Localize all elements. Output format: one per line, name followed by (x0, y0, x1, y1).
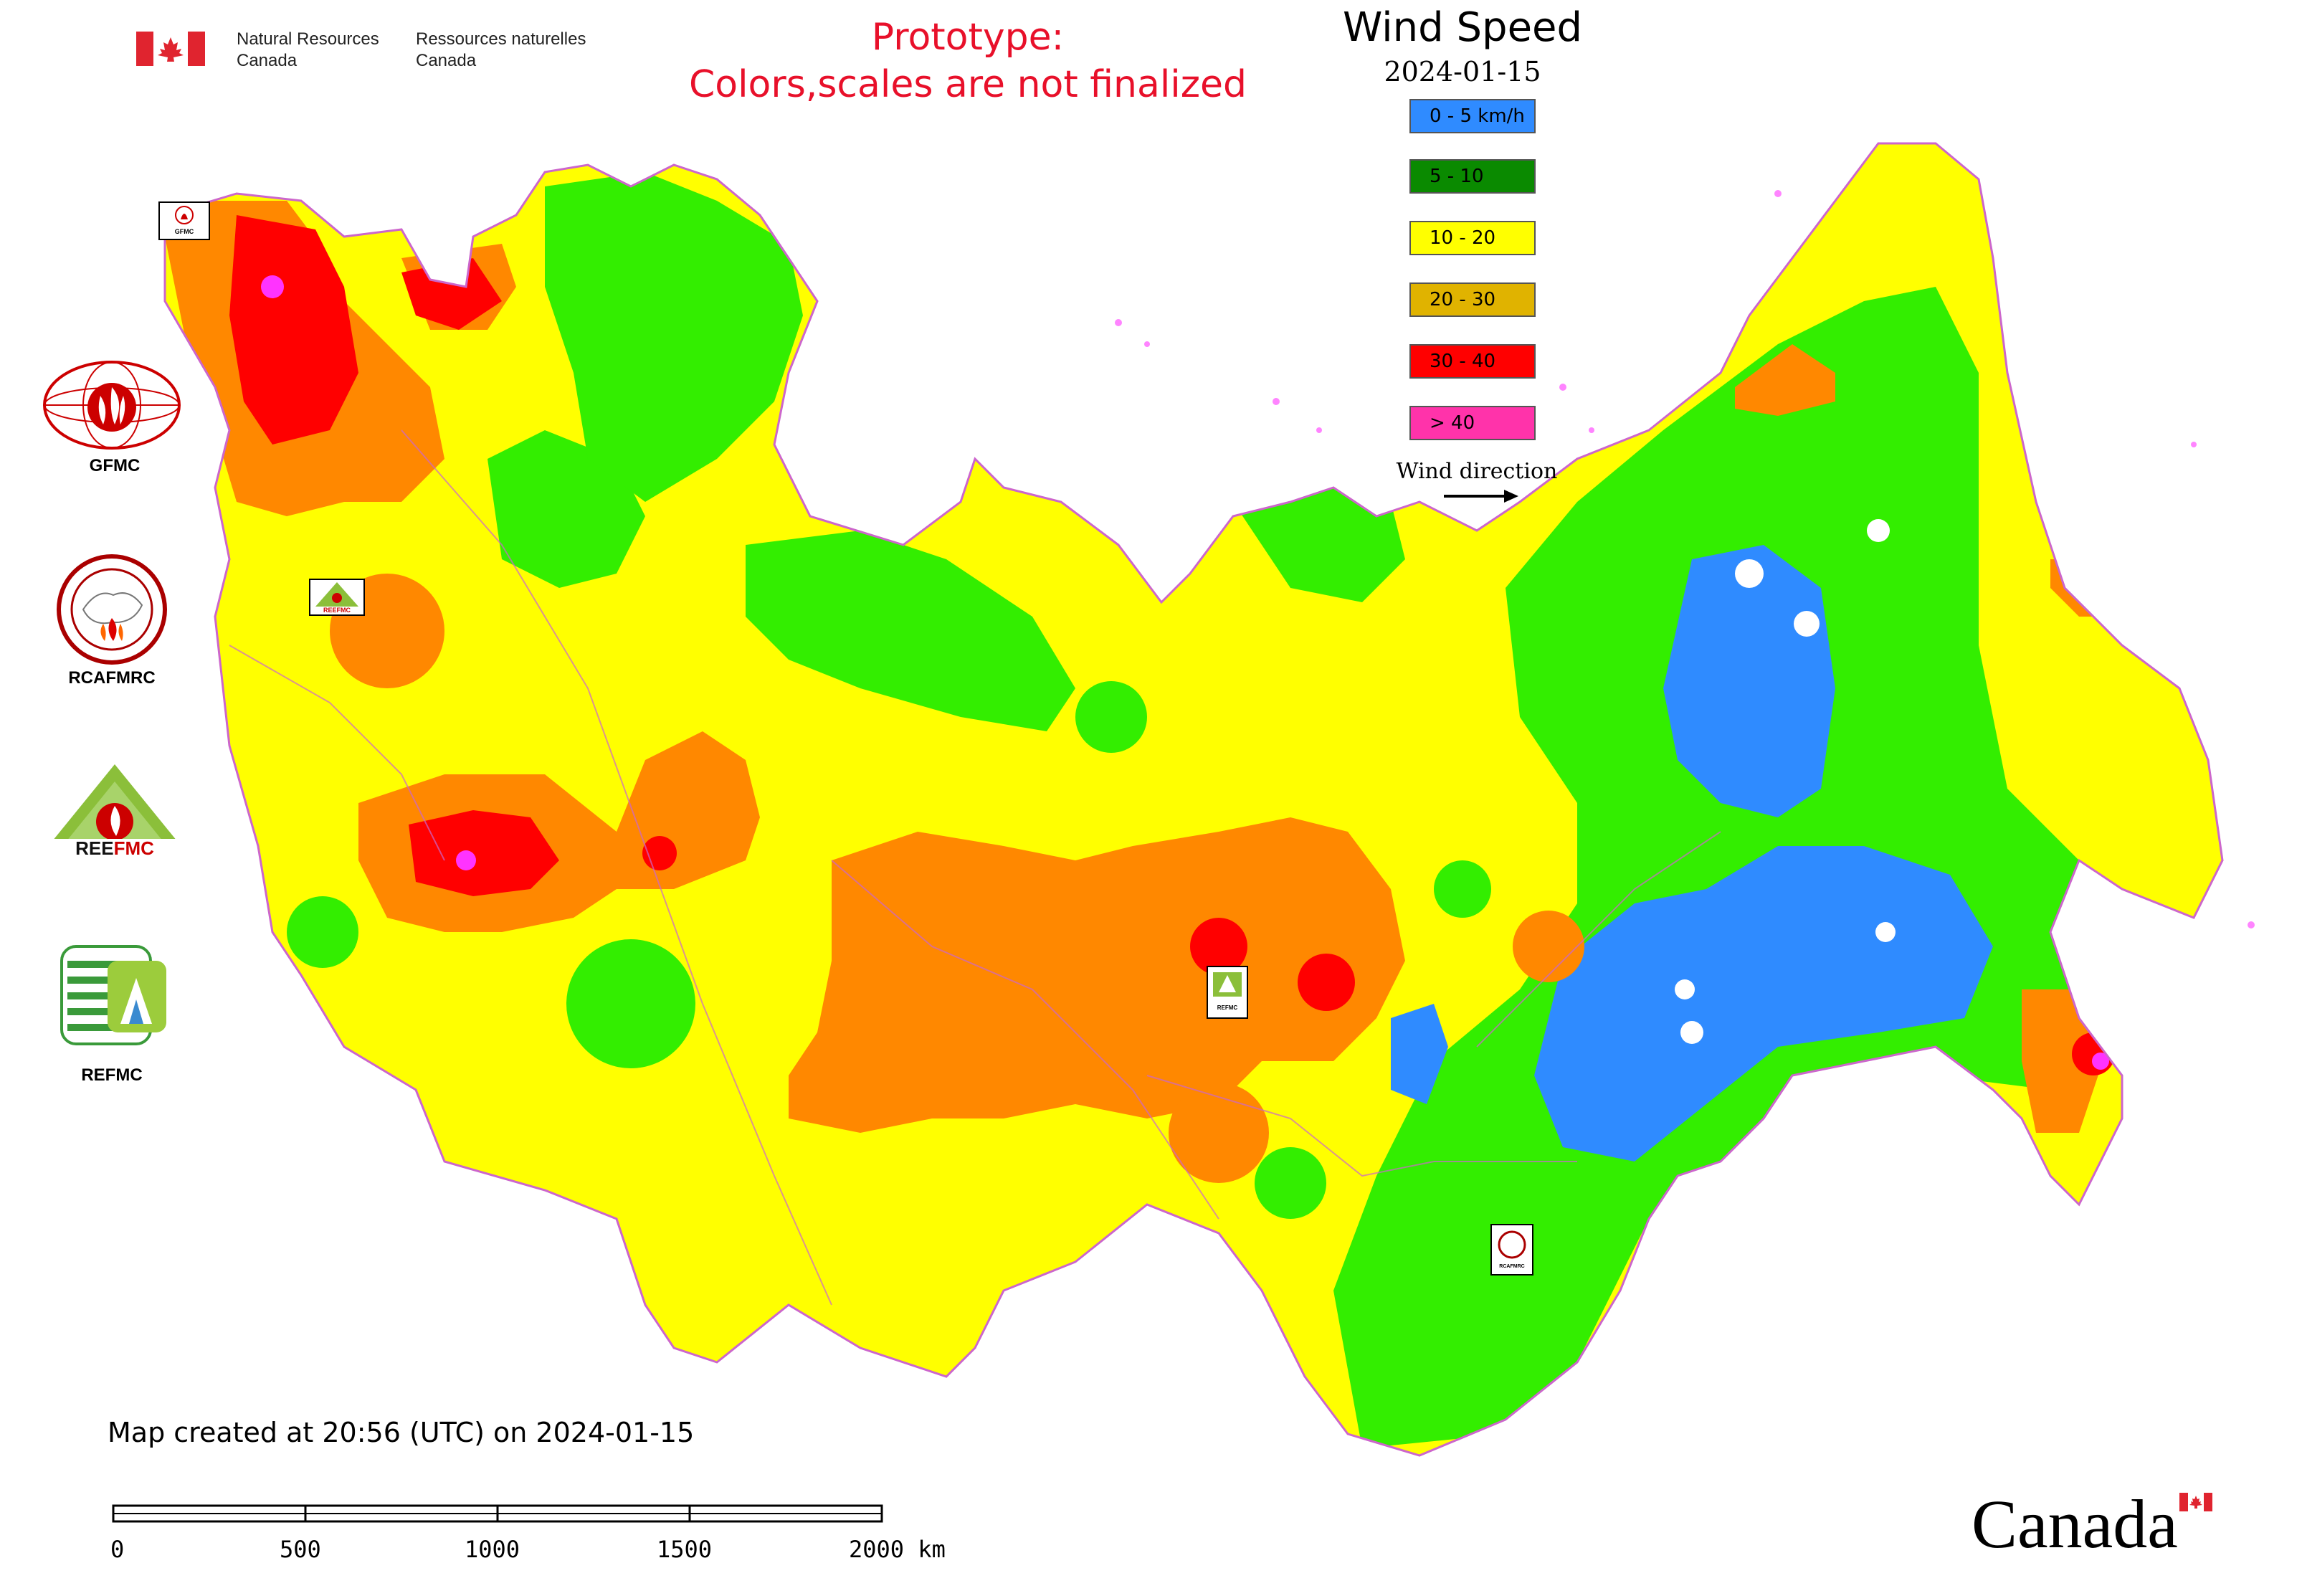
legend-item-label: 20 - 30 (1430, 289, 1496, 310)
scale-tick-1500: 1500 (657, 1536, 712, 1563)
light-wind-spot (1434, 860, 1491, 918)
gale-wind-spot (456, 850, 476, 870)
legend-item-0-5: 0 - 5 km/h (1409, 99, 1536, 133)
rcafmrc-caption: RCAFMRC (68, 668, 156, 688)
reefmc-logo-icon: REEFMC (40, 764, 189, 859)
strong-wind-spot (1298, 954, 1355, 1011)
legend-date: 2024-01-15 (1384, 56, 1541, 87)
light-wind-spot (1255, 1147, 1326, 1219)
map-marker-refmc[interactable]: REFMC (1207, 966, 1248, 1019)
canada-wordmark: Canada (1972, 1486, 2178, 1562)
fresh-wind-zone-central (789, 817, 1405, 1133)
calm-core (1735, 559, 1764, 588)
calm-wind-zone-east-2 (1534, 846, 1993, 1162)
calm-wind-zone-east-1 (1663, 545, 1835, 817)
strong-wind-zone-nw (229, 215, 358, 445)
map-marker-reefmc[interactable]: REEFMC (309, 579, 365, 616)
legend-item-20-30: 20 - 30 (1409, 282, 1536, 317)
light-wind-zone-north-2 (545, 172, 803, 502)
map-marker-rcafmrc[interactable]: RCAFMRC (1490, 1224, 1533, 1276)
gale-wind-spot (261, 275, 284, 298)
gfmc-caption: GFMC (89, 456, 141, 475)
gov-name-en-line2: Canada (237, 51, 298, 70)
calm-core (1875, 922, 1896, 942)
prototype-notice-line2: Colors,scales are not finalized (688, 63, 1247, 106)
map-marker-gfmc-label: GFMC (175, 228, 194, 235)
legend-item-label: 10 - 20 (1430, 227, 1496, 249)
light-wind-spot (566, 939, 695, 1068)
gov-name-fr-line1: Ressources naturelles (416, 29, 586, 49)
legend-item-30-40: 30 - 40 (1409, 344, 1536, 379)
internal-boundaries (229, 429, 1721, 1306)
legend-item-10-20: 10 - 20 (1409, 221, 1536, 255)
fresh-wind-zone-ne (1735, 344, 1835, 416)
legend-item-label: 0 - 5 km/h (1430, 105, 1525, 127)
strong-wind-spot (1190, 918, 1247, 975)
canada-flag-icon (136, 32, 205, 66)
map-marker-gfmc[interactable]: GFMC (158, 201, 210, 240)
refmc-logo-icon (60, 945, 166, 1045)
fresh-wind-spot (1513, 911, 1584, 982)
legend-item-label: 30 - 40 (1430, 351, 1496, 372)
scale-tick-1000: 1000 (465, 1536, 520, 1563)
calm-core (1675, 979, 1695, 999)
light-wind-zone-east (1333, 287, 2093, 1448)
arctic-islands (1115, 190, 2255, 928)
gfmc-logo-icon (43, 361, 181, 450)
wind-direction-label: Wind direction (1396, 459, 1558, 484)
prototype-notice-line1: Prototype: (871, 16, 1065, 59)
strong-wind-zone-nw-2 (401, 258, 502, 330)
gale-wind-spot (2092, 1053, 2109, 1070)
legend-item-label: > 40 (1430, 412, 1475, 434)
legend-item-label: 5 - 10 (1430, 166, 1484, 187)
calm-core (1867, 519, 1890, 542)
scale-bar: 0 500 1000 1500 2000 km (110, 1504, 946, 1563)
svg-text:REEFMC: REEFMC (75, 837, 154, 859)
light-wind-spot (287, 896, 358, 968)
legend-item-gt-40: > 40 (1409, 406, 1536, 440)
scale-tick-2000: 2000 km (849, 1536, 946, 1563)
map-marker-rcafmrc-label: RCAFMRC (1499, 1264, 1524, 1269)
light-wind-spot (1075, 681, 1147, 753)
legend-item-5-10: 5 - 10 (1409, 159, 1536, 194)
map-created-timestamp: Map created at 20:56 (UTC) on 2024-01-15 (108, 1417, 695, 1448)
rcafmrc-logo-icon (57, 554, 167, 665)
country-outline (163, 142, 2224, 1457)
gov-name-en: Natural Resources Canada (237, 29, 379, 72)
gov-name-en-line1: Natural Resources (237, 29, 379, 49)
calm-core (1680, 1021, 1703, 1044)
gov-name-fr: Ressources naturelles Canada (416, 29, 586, 72)
wind-direction-arrow-icon (1444, 490, 1518, 503)
canada-wordmark-flag-icon (2179, 1493, 2212, 1511)
map-marker-refmc-label: REFMC (1217, 1004, 1238, 1011)
scale-tick-0: 0 (110, 1536, 124, 1563)
strong-wind-zone-west (409, 810, 559, 896)
calm-core (1794, 611, 1820, 637)
scale-tick-500: 500 (280, 1536, 321, 1563)
legend-title: Wind Speed (1342, 4, 1583, 51)
fresh-wind-spot (1169, 1083, 1269, 1183)
gov-name-fr-line2: Canada (416, 51, 477, 70)
light-wind-zone-north-3 (746, 531, 1075, 731)
refmc-caption: REFMC (81, 1065, 143, 1085)
calm-wind-zone-east-3 (1391, 1004, 1448, 1104)
map-marker-reefmc-label: REEFMC (323, 607, 351, 614)
